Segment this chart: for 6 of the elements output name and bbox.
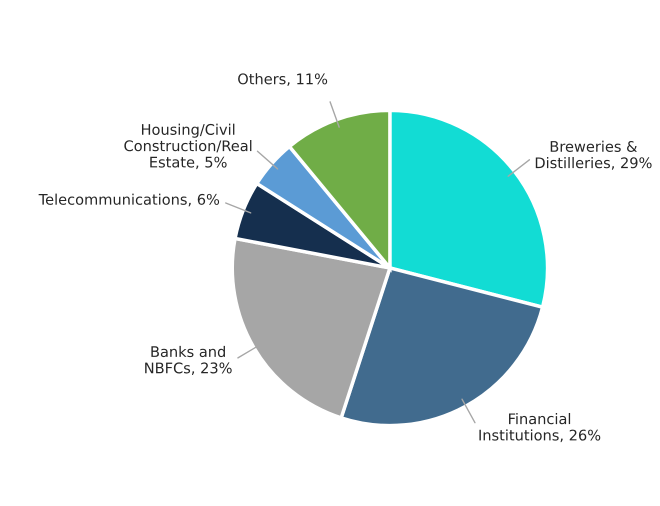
slice-label: Telecommunications, 6% (38, 194, 220, 206)
slice-label: Breweries & Distilleries, 29% (536, 140, 652, 170)
slice-label: Others, 11% (238, 73, 328, 86)
slice-label: Housing/Civil Construction/Real Estate, 5% (124, 124, 252, 170)
slice-label: Financial Institutions, 26% (479, 412, 600, 442)
slice-label: Banks and NBFCs, 23% (145, 346, 232, 375)
